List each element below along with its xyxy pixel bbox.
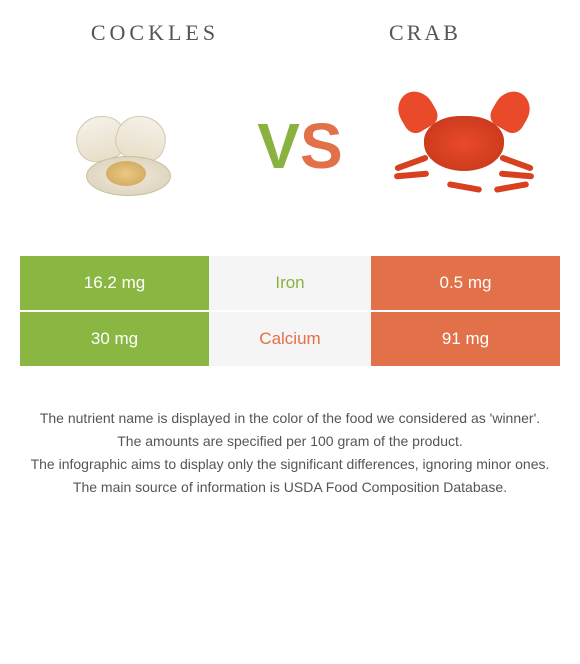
nutrient-left-value: 16.2 mg xyxy=(20,256,209,310)
left-title-text: COCKLES xyxy=(91,20,219,45)
nutrient-name: Calcium xyxy=(209,312,371,366)
cockles-image xyxy=(46,76,206,216)
nutrient-left-value: 30 mg xyxy=(20,312,209,366)
vs-v-letter: V xyxy=(257,110,300,182)
footnotes: The nutrient name is displayed in the co… xyxy=(20,408,560,498)
vs-label: VS xyxy=(257,109,342,183)
footnote-line: The nutrient name is displayed in the co… xyxy=(30,408,550,429)
nutrient-name: Iron xyxy=(209,256,371,310)
footnote-line: The amounts are specified per 100 gram o… xyxy=(30,431,550,452)
right-title-text: CRAB xyxy=(389,20,461,45)
nutrient-row: 30 mgCalcium91 mg xyxy=(20,312,560,368)
crab-image xyxy=(394,86,534,206)
nutrient-right-value: 0.5 mg xyxy=(371,256,560,310)
vs-s-letter: S xyxy=(300,110,343,182)
nutrient-row: 16.2 mgIron0.5 mg xyxy=(20,256,560,312)
header: COCKLES CRAB xyxy=(20,20,560,46)
left-food-title: COCKLES xyxy=(20,20,290,46)
footnote-line: The main source of information is USDA F… xyxy=(30,477,550,498)
nutrient-table: 16.2 mgIron0.5 mg30 mgCalcium91 mg xyxy=(20,256,560,368)
footnote-line: The infographic aims to display only the… xyxy=(30,454,550,475)
nutrient-right-value: 91 mg xyxy=(371,312,560,366)
vs-area: VS xyxy=(20,76,560,216)
right-food-title: CRAB xyxy=(290,20,560,46)
